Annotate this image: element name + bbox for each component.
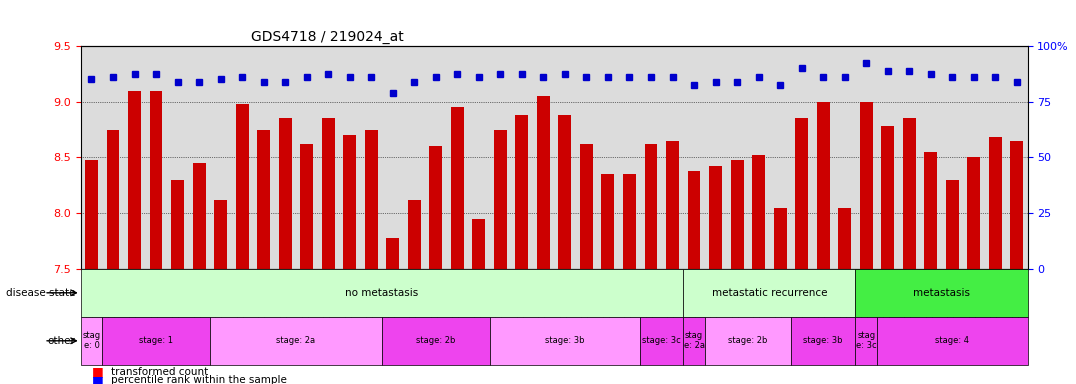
Bar [623,174,636,269]
Bar [683,317,705,365]
Bar [279,119,292,269]
Bar [855,317,877,365]
Text: stag
e: 2a: stag e: 2a [683,331,705,351]
Text: percentile rank within the sample: percentile rank within the sample [111,375,286,384]
Bar [903,119,916,269]
Bar [365,130,378,269]
Bar [490,317,640,365]
Bar [386,238,399,269]
Bar [795,119,808,269]
Bar [860,102,873,269]
Bar [300,144,313,269]
Text: stage: 2b: stage: 2b [728,336,767,345]
Text: stage: 3b: stage: 3b [546,336,584,345]
Bar [946,180,959,269]
Bar [791,317,855,365]
Bar [838,207,851,269]
Bar [645,144,657,269]
Text: other: other [47,336,75,346]
Bar [343,135,356,269]
Bar [683,269,855,317]
Bar [515,115,528,269]
Bar [731,160,744,269]
Bar [472,219,485,269]
Text: transformed count: transformed count [111,367,208,377]
Bar [322,119,335,269]
Bar [171,180,184,269]
Bar [214,200,227,269]
Text: ■: ■ [91,365,103,378]
Bar [558,115,571,269]
Bar [705,317,791,365]
Bar [580,144,593,269]
Bar [494,130,507,269]
Bar [81,317,102,365]
Bar [257,130,270,269]
Text: stage: 2b: stage: 2b [416,336,455,345]
Bar [601,174,614,269]
Text: disease state: disease state [5,288,75,298]
Bar [688,171,700,269]
Bar [102,317,210,365]
Bar [408,200,421,269]
Text: no metastasis: no metastasis [345,288,419,298]
Bar [817,102,830,269]
Bar [150,91,162,269]
Text: stage: 3c: stage: 3c [642,336,681,345]
Text: metastatic recurrence: metastatic recurrence [711,288,827,298]
Bar [709,166,722,269]
Bar [210,317,382,365]
Bar [666,141,679,269]
Bar [1010,141,1023,269]
Bar [877,317,1028,365]
Bar [774,207,787,269]
Bar [382,317,490,365]
Text: stag
e: 0: stag e: 0 [83,331,100,351]
Bar [967,157,980,269]
Text: ■: ■ [91,374,103,384]
Text: GDS4718 / 219024_at: GDS4718 / 219024_at [251,30,404,44]
Bar [640,317,683,365]
Bar [128,91,141,269]
Bar [429,146,442,269]
Text: stage: 2a: stage: 2a [277,336,315,345]
Bar [107,130,119,269]
Bar [752,155,765,269]
Text: stage: 4: stage: 4 [935,336,969,345]
Bar [193,163,206,269]
Bar [989,137,1002,269]
Bar [85,160,98,269]
Text: metastasis: metastasis [914,288,969,298]
Bar [81,269,683,317]
Bar [924,152,937,269]
Text: stag
e: 3c: stag e: 3c [855,331,877,351]
Text: stage: 3b: stage: 3b [804,336,843,345]
Text: stage: 1: stage: 1 [139,336,173,345]
Bar [537,96,550,269]
Bar [451,108,464,269]
Bar [855,269,1028,317]
Bar [236,104,249,269]
Bar [881,126,894,269]
